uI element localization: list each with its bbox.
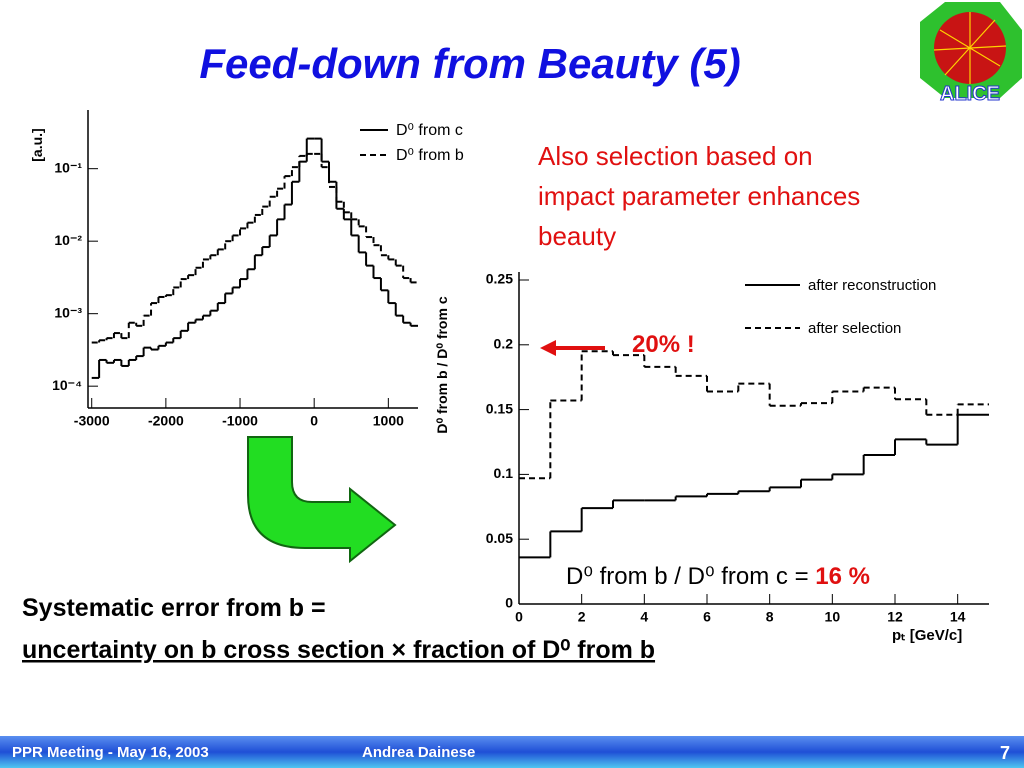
y-axis-label: [a.u.]	[29, 128, 45, 161]
y-tick-label: 10⁻¹	[54, 159, 82, 175]
series	[91, 137, 418, 379]
y-tick-label: 10⁻³	[54, 304, 82, 320]
x-tick-label: 14	[950, 609, 966, 625]
legend-label: after reconstruction	[808, 277, 936, 294]
note-line: impact parameter enhances	[538, 181, 860, 211]
logo: ALICE	[920, 2, 1022, 106]
x-tick-label: -1000	[222, 413, 258, 429]
legend-label: D⁰ from b	[396, 147, 464, 164]
annotation-arrow	[540, 340, 605, 356]
flow-arrow	[247, 436, 397, 564]
annotation: 20% !	[632, 331, 695, 358]
y-tick-label: 0.15	[486, 400, 513, 416]
x-axis-label: pₜ [GeV/c]	[892, 627, 962, 644]
y-tick-label: 0.2	[494, 336, 514, 352]
charts: 10⁻⁴10⁻³10⁻²10⁻¹-3000 -2000 -1000 0 1000[a.u…	[29, 110, 989, 644]
x-tick-label: 0	[515, 609, 523, 625]
x-tick-label: 10	[825, 609, 841, 625]
y-tick-label: 10⁻²	[54, 232, 82, 248]
legend-label: after selection	[808, 320, 901, 337]
y-tick-label: 0	[505, 595, 513, 611]
y-tick-label: 0.1	[494, 465, 514, 481]
x-tick-label: 4	[640, 609, 648, 625]
x-tick-label: 2	[578, 609, 586, 625]
x-tick-label: 8	[766, 609, 774, 625]
series	[519, 413, 989, 559]
systematic-line: Systematic error from b =	[22, 594, 326, 622]
note: Also selection based on impact parameter…	[538, 141, 860, 251]
x-tick-label: 12	[887, 609, 903, 625]
x-tick-label: -3000	[74, 413, 110, 429]
x-tick-label: 1000	[373, 413, 404, 429]
series	[91, 152, 418, 344]
footer-page: 7	[1000, 743, 1010, 763]
y-tick-label: 10⁻⁴	[52, 377, 82, 393]
x-tick-label: 6	[703, 609, 711, 625]
y-axis-label: D⁰ from b / D⁰ from c	[434, 296, 450, 433]
slide-title: Feed-down from Beauty (5)	[199, 40, 740, 87]
footer-meeting: PPR Meeting - May 16, 2003	[12, 744, 209, 761]
series	[519, 350, 989, 480]
ratio-text: D⁰ from b / D⁰ from c = 16 %	[566, 563, 870, 590]
legend-label: D⁰ from c	[396, 122, 463, 139]
ratio-value: 16 %	[815, 563, 870, 590]
systematic-line: uncertainty on b cross section × fractio…	[22, 636, 655, 664]
x-tick-label: -2000	[148, 413, 184, 429]
y-tick-label: 0.05	[486, 530, 513, 546]
note-line: Also selection based on	[538, 141, 813, 171]
footer-author: Andrea Dainese	[362, 744, 475, 761]
y-tick-label: 0.25	[486, 271, 513, 287]
ratio-label: D⁰ from b / D⁰ from c =	[566, 563, 815, 590]
logo-text: ALICE	[940, 83, 1000, 105]
footer-bar	[0, 736, 1024, 768]
x-tick-label: 0	[310, 413, 318, 429]
note-line: beauty	[538, 221, 616, 251]
